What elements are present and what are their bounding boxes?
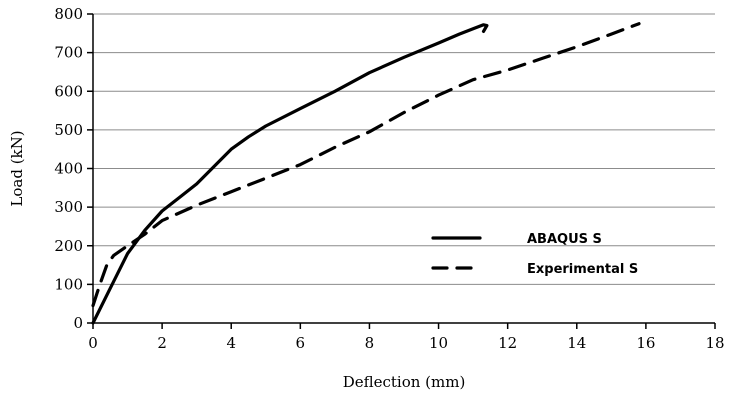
y-tick-label: 100 (54, 275, 83, 293)
y-tick-label: 700 (54, 44, 83, 62)
y-tick-label: 0 (73, 314, 83, 332)
legend-label: ABAQUS S (527, 232, 602, 247)
ticks: 0 100 200 300 400 500 600 700 800 0 2 4 6 8 10 12 14 16 18 (54, 5, 724, 352)
x-axis-label: Deflection (mm) (343, 373, 466, 391)
y-axis-label: Load (kN) (8, 130, 26, 206)
x-tick-label: 4 (226, 334, 236, 352)
series-line-experimental (91, 22, 641, 308)
y-tick-label: 600 (54, 82, 83, 100)
y-tick-label: 800 (54, 5, 83, 23)
x-tick-label: 2 (157, 334, 167, 352)
x-tick-label: 12 (498, 334, 517, 352)
x-tick-label: 0 (88, 334, 98, 352)
x-tick-label: 8 (365, 334, 375, 352)
y-tick-label: 200 (54, 237, 83, 255)
y-tick-label: 500 (54, 121, 83, 139)
legend: ABAQUS S Experimental S (431, 232, 638, 277)
x-tick-label: 16 (636, 334, 655, 352)
series-group (91, 22, 641, 325)
x-tick-label: 6 (296, 334, 306, 352)
legend-label: Experimental S (527, 262, 638, 277)
y-tick-label: 300 (54, 198, 83, 216)
x-tick-label: 10 (429, 334, 448, 352)
x-tick-label: 14 (567, 334, 586, 352)
grid-lines (93, 13, 715, 285)
series-line-abaqus (91, 23, 489, 325)
y-tick-label: 400 (54, 160, 83, 178)
x-tick-label: 18 (705, 334, 724, 352)
